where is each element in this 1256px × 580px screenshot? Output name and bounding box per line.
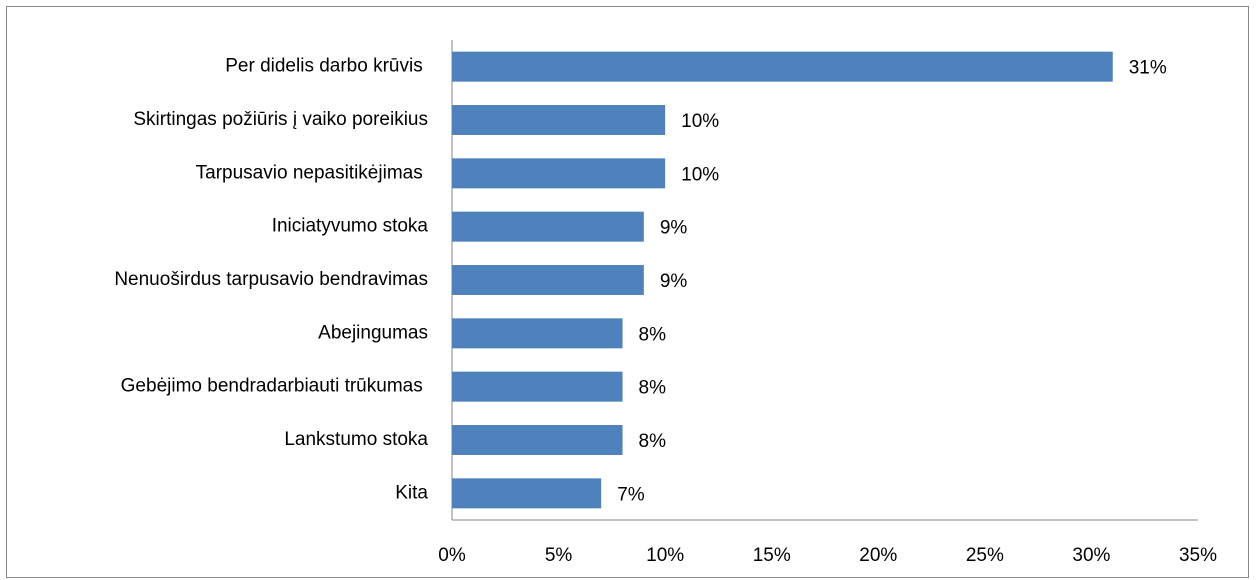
bar [452,105,666,135]
bar [452,51,1113,82]
y-tick-label: Kita [395,482,428,503]
x-tick-label: 25% [966,545,1004,566]
y-tick-label: Lankstumo stoka [284,429,428,450]
bar [452,318,623,349]
bar [452,265,644,295]
value-label: 7% [617,484,645,505]
y-tick-label: Abejingumas [318,322,428,343]
y-tick-label: Per didelis darbo krūvis [225,56,428,77]
value-label: 9% [660,271,688,292]
y-tick-label: Nenuoširdus tarpusavio bendravimas [114,269,428,290]
value-label: 10% [681,111,719,132]
x-tick-label: 30% [1072,545,1110,566]
y-tick-label: Skirtingas požiūris į vaiko poreikius [133,109,428,130]
x-tick-label: 0% [438,545,466,566]
x-tick-label: 35% [1179,545,1217,566]
bar [452,211,644,242]
value-label: 8% [639,378,667,399]
x-tick-label: 10% [646,545,684,566]
bar [452,425,623,455]
x-tick-label: 5% [545,545,573,566]
value-label: 8% [639,431,667,452]
y-tick-label: Gebėjimo bendradarbiauti trūkumas [121,376,428,397]
value-label: 10% [681,164,719,185]
bar [452,371,623,402]
value-label: 8% [639,324,667,345]
value-label: 31% [1129,58,1167,79]
bar [452,158,666,189]
value-label: 9% [660,218,688,239]
y-tick-label: Tarpusavio nepasitikėjimas [196,162,428,183]
x-tick-label: 20% [859,545,897,566]
bar [452,478,602,509]
x-tick-label: 15% [753,545,791,566]
y-tick-label: Iniciatyvumo stoka [272,216,429,237]
